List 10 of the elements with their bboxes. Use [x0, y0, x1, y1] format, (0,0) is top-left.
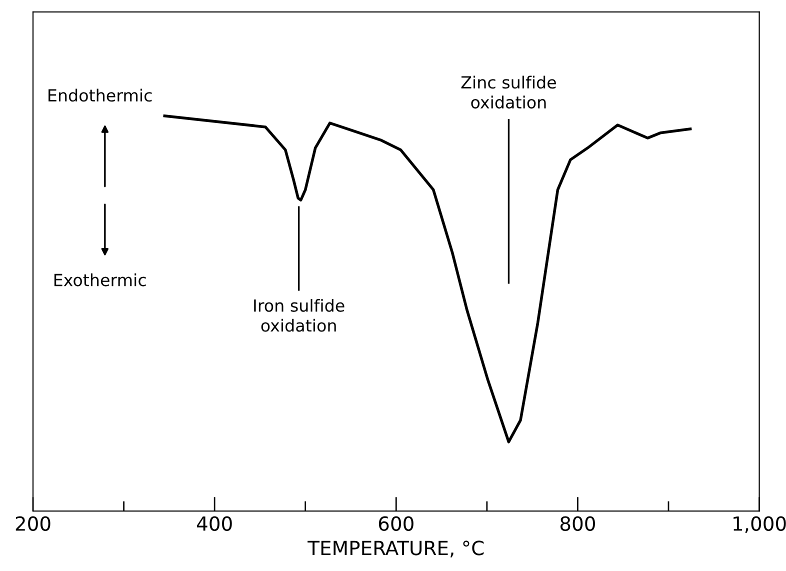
x-axis-title: TEMPERATURE, °C — [308, 540, 484, 558]
x-tick-label: 600 — [378, 516, 414, 531]
x-tick-label: 800 — [560, 516, 595, 531]
x-tick-label: 200 — [16, 516, 50, 531]
text: Endothermic — [48, 88, 152, 102]
x-tick-label: 400 — [196, 516, 232, 531]
annotation: Iron sulfide oxidation — [254, 298, 344, 332]
text: Zinc sulfide oxidation — [461, 76, 556, 109]
annotation: Exothermic — [54, 273, 146, 286]
x-tick-label: 1,000 — [734, 516, 786, 533]
